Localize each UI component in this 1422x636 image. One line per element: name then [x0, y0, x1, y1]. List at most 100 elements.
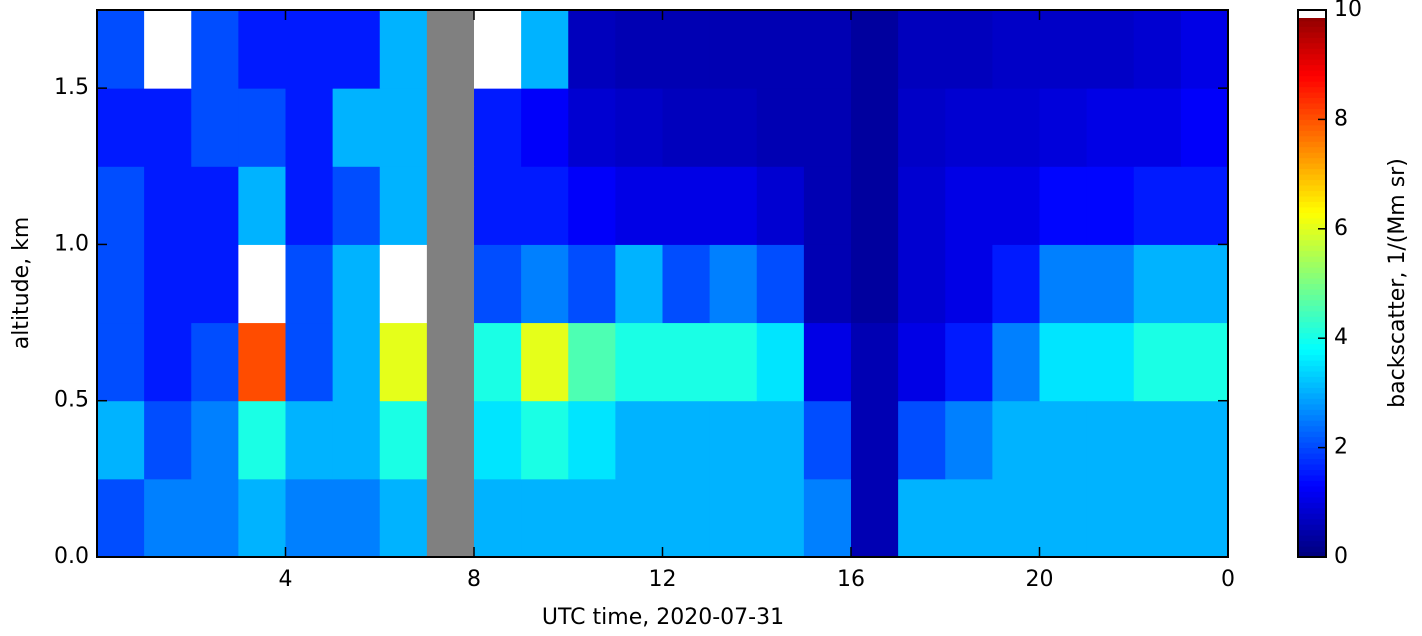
colorbar-tick-label: 8	[1334, 106, 1348, 131]
heatmap-cell	[191, 478, 239, 558]
heatmap-cell	[285, 88, 334, 167]
heatmap-cell	[238, 166, 286, 245]
heatmap-cell	[1133, 478, 1182, 558]
colorbar-swatch	[1298, 53, 1326, 60]
heatmap-cell	[1039, 88, 1088, 167]
heatmap-cell	[992, 88, 1040, 167]
colorbar-swatch	[1298, 124, 1326, 131]
colorbar-swatch	[1298, 119, 1326, 126]
heatmap-cell	[803, 400, 852, 480]
no-data-cell	[426, 478, 475, 558]
heatmap-cell	[474, 166, 522, 245]
colorbar-swatch	[1298, 81, 1326, 88]
colorbar-swatch	[1298, 365, 1326, 372]
colorbar-swatch	[1298, 480, 1326, 487]
heatmap-cell	[238, 10, 286, 89]
colorbar-swatch	[1298, 485, 1326, 492]
heatmap-cell	[379, 322, 428, 402]
heatmap-cell	[709, 400, 758, 480]
colorbar-swatch	[1298, 310, 1326, 317]
heatmap-cell	[709, 166, 758, 245]
heatmap-cell	[97, 478, 145, 558]
no-data-cell	[426, 88, 475, 167]
heatmap-cell	[803, 88, 852, 167]
colorbar-swatch	[1298, 152, 1326, 159]
heatmap-cell	[379, 88, 428, 167]
heatmap-cell	[97, 244, 145, 324]
heatmap-cell	[615, 88, 663, 167]
colorbar-swatch	[1298, 141, 1326, 148]
colorbar-swatch	[1298, 20, 1326, 27]
heatmap-cell	[1180, 400, 1229, 480]
heatmap-cell	[474, 88, 522, 167]
colorbar-swatch	[1298, 92, 1326, 99]
no-data-cell	[426, 244, 475, 324]
colorbar-swatch	[1298, 212, 1326, 219]
colorbar-swatch	[1298, 206, 1326, 213]
heatmap-cell	[615, 10, 663, 89]
colorbar-swatch	[1298, 108, 1326, 115]
heatmap-cell	[1133, 10, 1182, 89]
x-tick-label: 20	[1026, 567, 1054, 592]
heatmap-cells	[97, 10, 1229, 558]
heatmap-cell	[1039, 166, 1088, 245]
heatmap-cell	[945, 322, 993, 402]
heatmap-cell	[615, 400, 663, 480]
colorbar-swatch	[1298, 250, 1326, 257]
colorbar-swatch	[1298, 305, 1326, 312]
heatmap-cell	[568, 244, 616, 324]
heatmap-cell	[945, 400, 993, 480]
heatmap-cell	[474, 478, 522, 558]
heatmap-cell	[474, 244, 522, 324]
heatmap-cell	[332, 166, 381, 245]
colorbar-swatch	[1298, 299, 1326, 306]
heatmap-cell	[568, 88, 616, 167]
colorbar-swatch	[1298, 420, 1326, 427]
heatmap-cell	[662, 88, 711, 167]
heatmap-cell	[756, 166, 805, 245]
colorbar-swatch	[1298, 97, 1326, 104]
heatmap-cell	[521, 400, 569, 480]
heatmap-cell	[1086, 478, 1135, 558]
heatmap-cell	[474, 400, 522, 480]
no-data-cell	[426, 400, 475, 480]
colorbar-swatch	[1298, 179, 1326, 186]
heatmap-cell	[898, 244, 946, 324]
colorbar	[1298, 10, 1326, 558]
heatmap-cell	[803, 322, 852, 402]
colorbar-swatch	[1298, 31, 1326, 38]
heatmap-cell	[898, 478, 946, 558]
heatmap-cell	[474, 322, 522, 402]
heatmap-cell	[379, 244, 428, 324]
heatmap-cell	[803, 478, 852, 558]
heatmap-cell	[992, 322, 1040, 402]
heatmap-cell	[945, 244, 993, 324]
heatmap-cell	[379, 478, 428, 558]
colorbar-swatch	[1298, 502, 1326, 509]
heatmap-cell	[191, 244, 239, 324]
colorbar-over	[1298, 10, 1326, 18]
heatmap-cell	[615, 478, 663, 558]
colorbar-swatch	[1298, 130, 1326, 137]
colorbar-swatch	[1298, 185, 1326, 192]
x-tick-label: 12	[649, 567, 677, 592]
heatmap-cell	[992, 166, 1040, 245]
no-data-cell	[426, 10, 475, 89]
y-tick-label: 1.0	[54, 231, 89, 256]
heatmap-cell	[898, 10, 946, 89]
heatmap-cell	[615, 244, 663, 324]
colorbar-swatch	[1298, 64, 1326, 71]
heatmap-cell	[1039, 322, 1088, 402]
colorbar-swatch	[1298, 474, 1326, 481]
colorbar-swatch	[1298, 288, 1326, 295]
colorbar-swatch	[1298, 42, 1326, 49]
heatmap-cell	[332, 322, 381, 402]
heatmap-cell	[285, 10, 334, 89]
heatmap-cell	[285, 478, 334, 558]
heatmap-cell	[851, 400, 899, 480]
colorbar-swatch	[1298, 349, 1326, 356]
heatmap-cell	[1180, 478, 1229, 558]
heatmap-cell	[1086, 88, 1135, 167]
heatmap-cell	[756, 88, 805, 167]
colorbar-tick-label: 4	[1334, 325, 1348, 350]
